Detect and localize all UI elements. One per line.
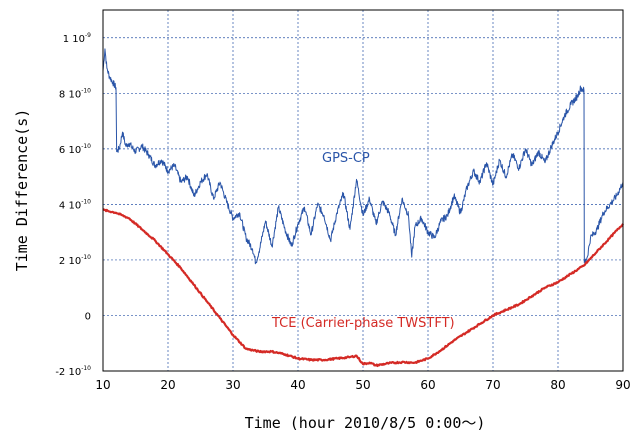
x-tick-label: 60 bbox=[420, 378, 435, 392]
grid-lines bbox=[103, 10, 623, 372]
x-tick-label: 90 bbox=[615, 378, 630, 392]
x-tick-label: 10 bbox=[95, 378, 110, 392]
y-tick-label: 4 10-10 bbox=[59, 198, 91, 211]
y-tick-label: -2 10-10 bbox=[55, 365, 91, 378]
series-line-gps-cp bbox=[102, 48, 624, 265]
y-tick-label: 6 10-10 bbox=[59, 143, 91, 156]
x-tick-label: 40 bbox=[290, 378, 305, 392]
y-tick-label: 0 bbox=[85, 311, 91, 322]
x-tick-label: 30 bbox=[225, 378, 240, 392]
x-axis-title: Time (hour 2010/8/5 0:00～) bbox=[245, 414, 486, 432]
y-axis-ticks: 1 10-9 8 10-10 6 10-10 4 10-10 2 10-10 0 -2 10… bbox=[55, 32, 91, 378]
x-tick-label: 70 bbox=[485, 378, 500, 392]
y-axis-title: Time Difference(s) bbox=[13, 109, 31, 272]
x-axis-ticks: 10 20 30 40 50 60 70 80 90 bbox=[95, 378, 630, 392]
y-tick-label: 2 10-10 bbox=[59, 254, 91, 267]
series-line-tce bbox=[102, 208, 624, 368]
series-layer bbox=[102, 48, 624, 368]
y-tick-label: 8 10-10 bbox=[59, 87, 91, 100]
series-label-tce: TCE (Carrier-phase TWSTFT) bbox=[271, 316, 455, 331]
x-tick-label: 50 bbox=[355, 378, 370, 392]
plot-frame bbox=[102, 9, 624, 372]
x-tick-label: 80 bbox=[550, 378, 565, 392]
series-label-gps-cp: GPS-CP bbox=[322, 151, 370, 166]
x-tick-label: 20 bbox=[160, 378, 175, 392]
y-tick-label: 1 10-9 bbox=[63, 32, 91, 45]
